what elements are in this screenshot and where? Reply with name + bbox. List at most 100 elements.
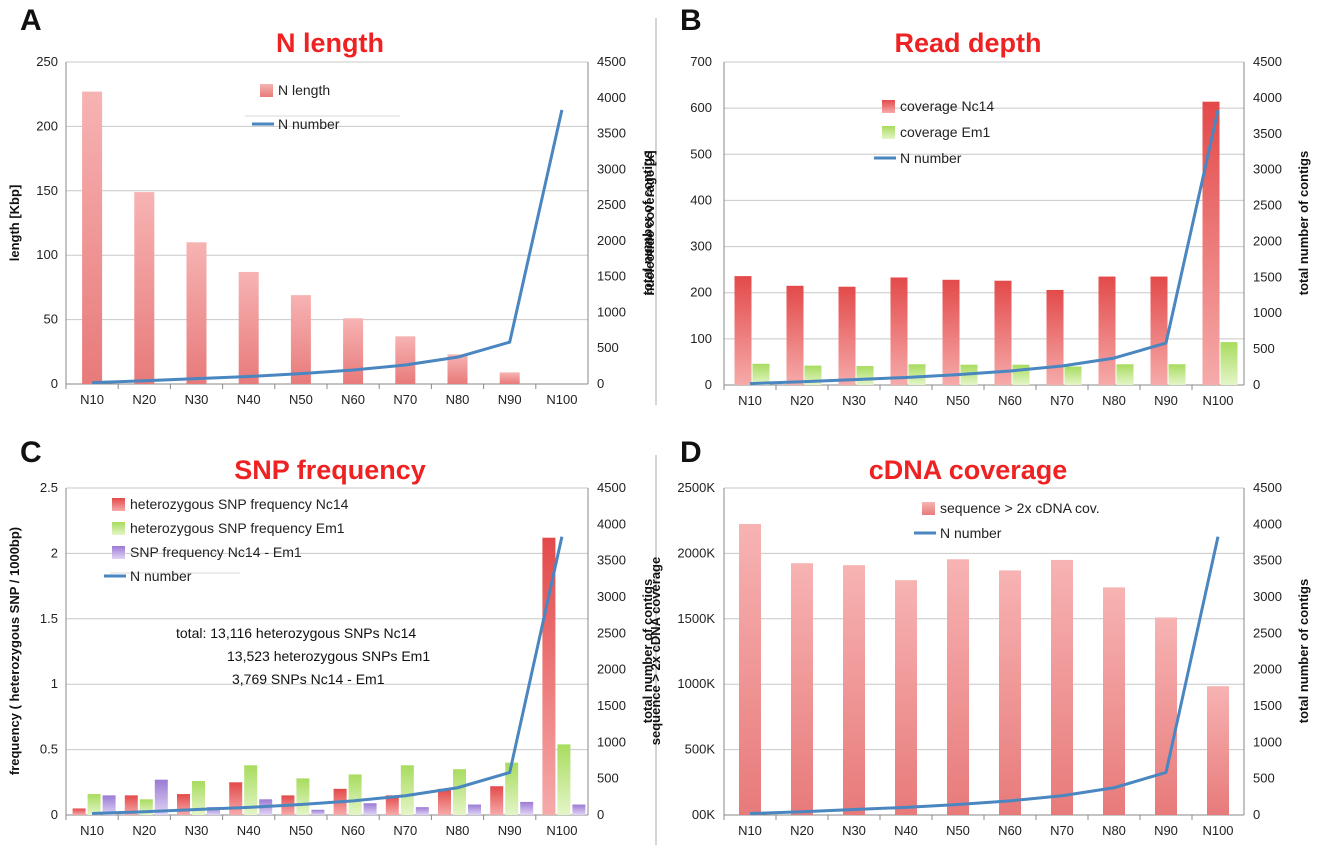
bar-b-s0 <box>1150 276 1168 385</box>
y2-tick-label: 1500 <box>1253 698 1282 713</box>
legend-label: N number <box>900 150 962 166</box>
y2-tick-label: 3500 <box>1253 553 1282 568</box>
x-tick-label: N40 <box>237 392 261 407</box>
x-tick-label: N30 <box>842 823 866 838</box>
panel-letter: A <box>20 4 42 37</box>
y2-tick-label: 4000 <box>1253 516 1282 531</box>
chart-title: N length <box>276 28 384 58</box>
y-tick-label: 700 <box>690 54 712 69</box>
bar-d-s0 <box>999 570 1021 815</box>
x-tick-label: N40 <box>237 823 261 838</box>
annotation-text: 13,523 heterozygous SNPs Em1 <box>227 648 430 664</box>
y2-tick-label: 500 <box>1253 771 1275 786</box>
y-tick-label: 0 <box>51 376 58 391</box>
bar-a-s0 <box>290 295 311 384</box>
chart-title: cDNA coverage <box>869 455 1068 485</box>
n-number-line <box>92 536 564 816</box>
x-tick-label: N50 <box>946 823 970 838</box>
bar-d-s0 <box>1103 587 1125 815</box>
x-tick-label: N50 <box>289 392 313 407</box>
y2-tick-label: 3000 <box>1253 589 1282 604</box>
x-tick-label: N20 <box>132 392 156 407</box>
bar-b-s0 <box>1046 289 1064 385</box>
bar-d-s0 <box>947 559 969 815</box>
y-tick-label: 600 <box>690 100 712 115</box>
x-tick-label: N10 <box>738 393 762 408</box>
legend-label: N number <box>278 116 340 132</box>
bar-a-s0 <box>499 372 520 384</box>
bar-b-s0 <box>1098 276 1116 385</box>
y2-axis-label: total number of contigs <box>640 579 655 723</box>
y2-tick-label: 2000 <box>1253 662 1282 677</box>
y-axis-label: sequence > 2x cDNA coverage <box>648 557 663 745</box>
bar-d-s0 <box>1051 559 1073 815</box>
y-tick-label: 500 <box>690 146 712 161</box>
x-tick-label: N10 <box>738 823 762 838</box>
x-tick-label: N100 <box>1202 823 1233 838</box>
bar-c-s0 <box>229 782 243 815</box>
y2-tick-label: 1500 <box>597 698 626 713</box>
x-tick-label: N30 <box>842 393 866 408</box>
legend-swatch <box>260 84 273 97</box>
y2-tick-label: 3000 <box>1253 162 1282 177</box>
x-tick-label: N20 <box>790 393 814 408</box>
bar-a-s0 <box>134 192 155 384</box>
legend-label: coverage Em1 <box>900 124 990 140</box>
x-tick-label: N60 <box>998 823 1022 838</box>
bar-b-s1 <box>1064 366 1082 385</box>
y-tick-label: 0.5 <box>40 742 58 757</box>
bar-c-s2 <box>572 804 586 815</box>
y-tick-label: 300 <box>690 239 712 254</box>
y-tick-label: 1 <box>51 676 58 691</box>
bar-c-s2 <box>468 804 481 815</box>
n-number-line <box>92 109 564 385</box>
panel-c: C SNP frequency 0 0.5 1 1.5 2 2.5 0 500 1000 1500 20… <box>7 436 655 838</box>
y2-tick-label: 0 <box>597 376 604 391</box>
y2-tick-label: 500 <box>597 340 619 355</box>
bar-c-s2 <box>102 795 116 815</box>
y2-tick-label: 2500 <box>597 625 626 640</box>
bar-a-s0 <box>343 318 364 384</box>
x-tick-label: N60 <box>341 392 365 407</box>
bar-a-s0 <box>186 242 207 384</box>
bar-b-s0 <box>994 280 1012 385</box>
bar-d-s0 <box>791 563 813 815</box>
panel-b: B Read depth 0 100 200 300 400 500 600 700 0 500 100… <box>642 4 1311 408</box>
bar-b-s0 <box>890 277 908 385</box>
legend-label: N number <box>130 568 192 584</box>
y2-tick-label: 2500 <box>597 197 626 212</box>
x-tick-label: N10 <box>80 392 104 407</box>
y2-tick-label: 4500 <box>597 480 626 495</box>
bar-c-s1 <box>244 765 258 815</box>
x-tick-label: N50 <box>289 823 313 838</box>
legend-swatch <box>112 498 125 511</box>
bar-b-s1 <box>1116 364 1134 385</box>
x-tick-label: N20 <box>790 823 814 838</box>
y2-tick-label: 2500 <box>1253 198 1282 213</box>
x-tick-label: N70 <box>393 823 417 838</box>
x-tick-label: N90 <box>498 823 522 838</box>
y2-tick-label: 2500 <box>1253 625 1282 640</box>
y2-tick-label: 0 <box>1253 377 1260 392</box>
bar-b-s0 <box>734 276 752 385</box>
x-tick-label: N70 <box>393 392 417 407</box>
legend-swatch <box>882 126 895 139</box>
y2-tick-label: 3000 <box>597 161 626 176</box>
x-tick-label: N80 <box>1102 393 1126 408</box>
x-tick-label: N40 <box>894 393 918 408</box>
x-tick-label: N80 <box>446 823 470 838</box>
y2-tick-label: 0 <box>1253 807 1260 822</box>
bar-c-s1 <box>505 762 519 815</box>
y2-tick-label: 0 <box>597 807 604 822</box>
y2-tick-label: 2000 <box>597 662 626 677</box>
bar-c-s1 <box>453 769 466 815</box>
y-axis-label: length [Kbp] <box>7 185 22 262</box>
bar-d-s0 <box>1155 617 1177 815</box>
bar-b-s1 <box>1168 364 1186 385</box>
bar-b-s0 <box>942 279 960 385</box>
y2-tick-label: 1500 <box>1253 269 1282 284</box>
panel-a: AN length0501001502002500500100015002000… <box>7 4 655 407</box>
x-tick-label: N30 <box>185 392 209 407</box>
legend-swatch <box>112 522 125 535</box>
